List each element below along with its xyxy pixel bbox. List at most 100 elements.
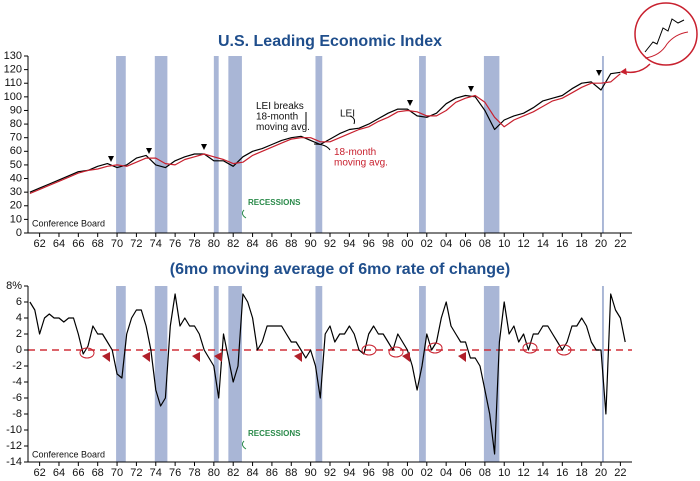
x-tick-label: 10 bbox=[498, 467, 510, 479]
x-tick-label: 16 bbox=[556, 238, 568, 250]
y-tick-label: 8% bbox=[6, 280, 22, 292]
recession-band bbox=[419, 56, 426, 233]
recession-band bbox=[213, 56, 219, 233]
x-tick-label: 80 bbox=[208, 238, 220, 250]
recession-band bbox=[154, 56, 168, 233]
x-tick-label: 08 bbox=[479, 467, 491, 479]
x-tick-label: 92 bbox=[324, 238, 336, 250]
y-tick-label: 100 bbox=[4, 91, 22, 103]
y-tick-label: 0 bbox=[16, 227, 22, 239]
y-tick-label: 120 bbox=[4, 64, 22, 76]
x-tick-label: 78 bbox=[188, 238, 200, 250]
x-tick-label: 14 bbox=[537, 467, 549, 479]
x-tick-label: 66 bbox=[72, 238, 84, 250]
y-tick-label: -14 bbox=[6, 456, 22, 468]
y-tick-label: 90 bbox=[10, 104, 22, 116]
signal-circles bbox=[79, 342, 572, 359]
x-tick-label: 72 bbox=[130, 467, 142, 479]
y-tick-label: -8 bbox=[12, 408, 22, 420]
x-tick-label: 82 bbox=[227, 467, 239, 479]
x-tick-label: 72 bbox=[130, 238, 142, 250]
x-tick-label: 68 bbox=[92, 467, 104, 479]
x-tick-label: 94 bbox=[343, 238, 355, 250]
recessions-label: RECESSIONS bbox=[248, 429, 301, 438]
series-label: 18-month moving avg. bbox=[334, 147, 388, 169]
x-tick-label: 12 bbox=[517, 238, 529, 250]
x-tick-label: 98 bbox=[382, 238, 394, 250]
y-tick-label: 20 bbox=[10, 200, 22, 212]
x-tick-label: 08 bbox=[479, 238, 491, 250]
recession-band bbox=[315, 286, 323, 462]
x-tick-label: 00 bbox=[401, 238, 413, 250]
x-tick-label: 02 bbox=[421, 238, 433, 250]
y-tick-label: -4 bbox=[12, 376, 22, 388]
x-tick-label: 62 bbox=[33, 238, 45, 250]
y-tick-label: 4 bbox=[16, 312, 22, 324]
x-tick-label: 64 bbox=[53, 238, 65, 250]
recession-band bbox=[601, 56, 604, 233]
x-tick-label: 74 bbox=[150, 238, 162, 250]
x-tick-label: 20 bbox=[595, 467, 607, 479]
recessions-label: RECESSIONS bbox=[248, 198, 301, 207]
annotation: LEI breaks 18-month moving avg. bbox=[256, 101, 310, 133]
y-tick-label: 10 bbox=[10, 213, 22, 225]
y-tick-label: 50 bbox=[10, 159, 22, 171]
x-tick-label: 62 bbox=[33, 467, 45, 479]
y-tick-label: 130 bbox=[4, 50, 22, 62]
y-tick-label: 2 bbox=[16, 328, 22, 340]
recession-band bbox=[483, 56, 500, 233]
source-note: Conference Board bbox=[32, 218, 105, 228]
x-tick-label: 64 bbox=[53, 467, 65, 479]
x-tick-label: 22 bbox=[614, 238, 626, 250]
x-tick-label: 96 bbox=[363, 238, 375, 250]
x-tick-label: 70 bbox=[111, 238, 123, 250]
chart-title: U.S. Leading Economic Index bbox=[218, 33, 442, 50]
chart-title: (6mo moving average of 6mo rate of chang… bbox=[170, 261, 511, 278]
x-tick-label: 76 bbox=[169, 238, 181, 250]
y-tick-label: 80 bbox=[10, 118, 22, 130]
x-tick-label: 16 bbox=[556, 467, 568, 479]
x-tick-label: 94 bbox=[343, 467, 355, 479]
series-line bbox=[29, 73, 621, 195]
x-tick-label: 18 bbox=[576, 467, 588, 479]
x-tick-label: 86 bbox=[266, 238, 278, 250]
zoom-line bbox=[644, 18, 685, 53]
x-tick-label: 76 bbox=[169, 467, 181, 479]
x-tick-label: 90 bbox=[305, 238, 317, 250]
source-note: Conference Board bbox=[32, 449, 105, 459]
x-tick-label: 84 bbox=[246, 238, 258, 250]
y-tick-label: 110 bbox=[4, 77, 22, 89]
x-tick-label: 90 bbox=[305, 467, 317, 479]
peak-markers bbox=[108, 70, 602, 162]
x-tick-label: 14 bbox=[537, 238, 549, 250]
y-tick-label: -6 bbox=[12, 392, 22, 404]
zoom-pointer bbox=[625, 63, 651, 74]
signal-triangles bbox=[102, 352, 466, 362]
y-tick-label: -12 bbox=[6, 440, 22, 452]
x-tick-label: 66 bbox=[72, 467, 84, 479]
y-tick-label: 60 bbox=[10, 145, 22, 157]
pointer bbox=[305, 112, 355, 151]
series-line bbox=[29, 293, 626, 455]
x-tick-label: 96 bbox=[363, 467, 375, 479]
zoom-line bbox=[644, 31, 689, 59]
x-tick-label: 88 bbox=[285, 238, 297, 250]
series-label: LEI bbox=[340, 109, 355, 120]
recession-band bbox=[213, 286, 219, 462]
x-tick-label: 22 bbox=[614, 467, 626, 479]
y-tick-label: 70 bbox=[10, 132, 22, 144]
x-tick-label: 70 bbox=[111, 467, 123, 479]
x-tick-label: 10 bbox=[498, 238, 510, 250]
y-tick-label: 30 bbox=[10, 186, 22, 198]
pointer bbox=[241, 209, 247, 450]
x-tick-label: 00 bbox=[401, 467, 413, 479]
recession-band bbox=[116, 286, 126, 462]
x-tick-label: 04 bbox=[440, 467, 452, 479]
x-tick-label: 84 bbox=[246, 467, 258, 479]
y-tick-label: 6 bbox=[16, 296, 22, 308]
x-tick-label: 12 bbox=[517, 467, 529, 479]
x-tick-label: 04 bbox=[440, 238, 452, 250]
recession-band bbox=[419, 286, 426, 462]
x-tick-label: 80 bbox=[208, 467, 220, 479]
